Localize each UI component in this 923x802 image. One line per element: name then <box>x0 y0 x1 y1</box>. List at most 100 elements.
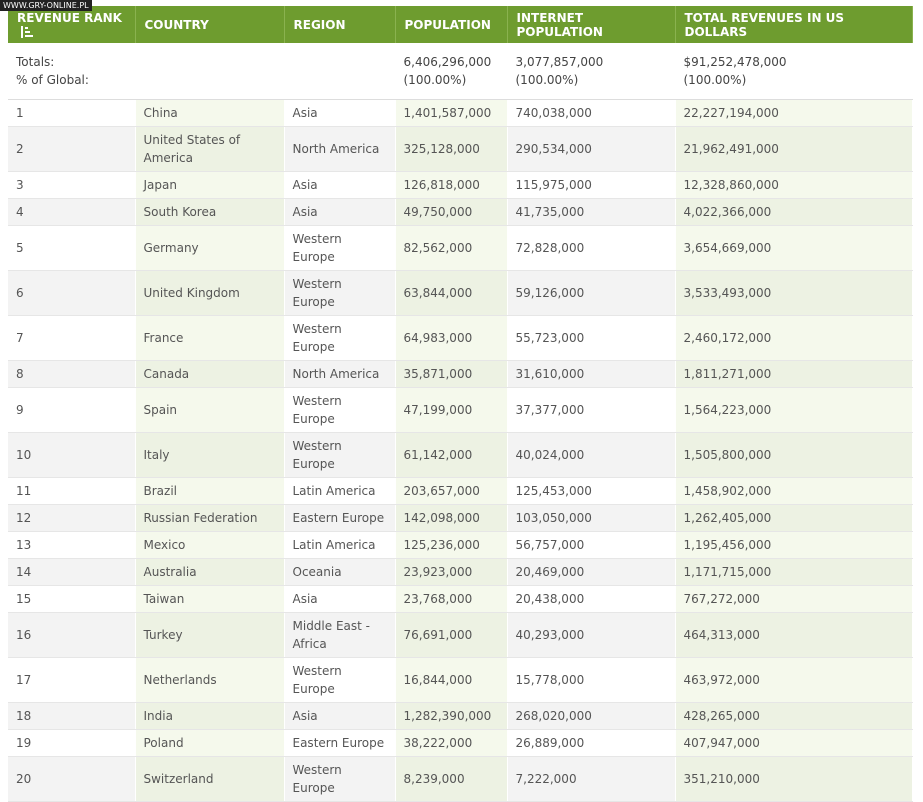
column-header[interactable]: POPULATION <box>395 6 508 43</box>
table-cell: Australia <box>135 558 285 586</box>
table-row: 20 Switzerland Western Europe 8,239,000 7,22… <box>8 756 913 802</box>
table-row: 4 South Korea Asia 49,750,000 41,735,000 4,02… <box>8 198 913 226</box>
table-cell: 126,818,000 <box>395 171 508 199</box>
table-cell: 290,534,000 <box>507 126 676 172</box>
table-cell: 72,828,000 <box>507 225 676 271</box>
table-row: 16 Turkey Middle East - Africa 76,691,000 40… <box>8 612 913 658</box>
column-header[interactable]: TOTAL REVENUES IN US DOLLARS <box>675 6 913 43</box>
table-cell: 203,657,000 <box>395 477 508 505</box>
table-cell: 26,889,000 <box>507 729 676 757</box>
table-cell: 1 <box>8 99 136 127</box>
table-cell: 56,757,000 <box>507 531 676 559</box>
sort-icon[interactable] <box>21 25 33 39</box>
table-cell: 115,975,000 <box>507 171 676 199</box>
column-header[interactable]: REVENUE RANK <box>8 6 136 43</box>
total-value: 3,077,857,000 <box>515 55 604 69</box>
table-cell: Brazil <box>135 477 285 505</box>
table-cell: 82,562,000 <box>395 225 508 271</box>
header-label: INTERNET POPULATION <box>516 10 603 39</box>
table-cell: Western Europe <box>284 270 396 316</box>
table-cell: Western Europe <box>284 756 396 802</box>
table-row: 18 India Asia 1,282,390,000 268,020,000 428,2… <box>8 702 913 730</box>
table-cell: 7,222,000 <box>507 756 676 802</box>
table-cell: 740,038,000 <box>507 99 676 127</box>
table-cell: Oceania <box>284 558 396 586</box>
table-cell: 4,022,366,000 <box>675 198 913 226</box>
column-header[interactable]: INTERNET POPULATION <box>507 6 676 43</box>
table-cell: 463,972,000 <box>675 657 913 703</box>
total-percent: (100.00%) <box>515 73 579 87</box>
table-cell: 18 <box>8 702 136 730</box>
table-cell: 103,050,000 <box>507 504 676 532</box>
table-cell: 63,844,000 <box>395 270 508 316</box>
table-cell: 22,227,194,000 <box>675 99 913 127</box>
table-cell: 20,438,000 <box>507 585 676 613</box>
table-cell: 1,262,405,000 <box>675 504 913 532</box>
table-cell: 3 <box>8 171 136 199</box>
table-cell: Asia <box>284 702 396 730</box>
table-cell: Netherlands <box>135 657 285 703</box>
table-cell: Asia <box>284 99 396 127</box>
table-cell: Poland <box>135 729 285 757</box>
table-cell: 37,377,000 <box>507 387 676 433</box>
table-cell: 4 <box>8 198 136 226</box>
table-cell: 1,282,390,000 <box>395 702 508 730</box>
header-label: REGION <box>293 17 346 32</box>
table-cell: 61,142,000 <box>395 432 508 478</box>
table-cell: 351,210,000 <box>675 756 913 802</box>
table-cell: 767,272,000 <box>675 585 913 613</box>
column-header[interactable]: COUNTRY <box>135 6 285 43</box>
table-cell: 31,610,000 <box>507 360 676 388</box>
totals-cell: $91,252,478,000 (100.00%) <box>675 43 913 100</box>
total-value: 6,406,296,000 <box>403 55 492 69</box>
table-row: 8 Canada North America 35,871,000 31,610,000… <box>8 360 913 388</box>
header-label: TOTAL REVENUES IN US DOLLARS <box>684 10 845 39</box>
table-cell: 1,564,223,000 <box>675 387 913 433</box>
total-value: Totals: <box>16 55 55 69</box>
totals-cell: 6,406,296,000 (100.00%) <box>395 43 508 100</box>
table-cell: Eastern Europe <box>284 729 396 757</box>
table-cell: South Korea <box>135 198 285 226</box>
table-cell: 10 <box>8 432 136 478</box>
table-cell: 125,453,000 <box>507 477 676 505</box>
table-row: 6 United Kingdom Western Europe 63,844,000 5… <box>8 270 913 316</box>
table-cell: Germany <box>135 225 285 271</box>
table-cell: Spain <box>135 387 285 433</box>
table-cell: Turkey <box>135 612 285 658</box>
column-header[interactable]: REGION <box>284 6 396 43</box>
table-cell: Japan <box>135 171 285 199</box>
table-cell: 59,126,000 <box>507 270 676 316</box>
table-cell: 20 <box>8 756 136 802</box>
table-cell: Asia <box>284 171 396 199</box>
table-cell: 6 <box>8 270 136 316</box>
totals-label: Totals: % of Global: <box>8 43 396 100</box>
table-cell: 19 <box>8 729 136 757</box>
table-cell: 1,458,902,000 <box>675 477 913 505</box>
table-cell: 40,293,000 <box>507 612 676 658</box>
table-row: 3 Japan Asia 126,818,000 115,975,000 12,328,8… <box>8 171 913 199</box>
table-cell: 1,505,800,000 <box>675 432 913 478</box>
table-row: 10 Italy Western Europe 61,142,000 40,024,00… <box>8 432 913 478</box>
table-cell: Latin America <box>284 531 396 559</box>
table-cell: 3,533,493,000 <box>675 270 913 316</box>
table-cell: 47,199,000 <box>395 387 508 433</box>
totals-cell: 3,077,857,000 (100.00%) <box>507 43 676 100</box>
table-cell: North America <box>284 126 396 172</box>
header-label: COUNTRY <box>144 17 209 32</box>
table-cell: North America <box>284 360 396 388</box>
table-cell: 23,923,000 <box>395 558 508 586</box>
table-cell: 142,098,000 <box>395 504 508 532</box>
table-cell: 16,844,000 <box>395 657 508 703</box>
table-cell: 7 <box>8 315 136 361</box>
table-cell: 40,024,000 <box>507 432 676 478</box>
table-cell: 9 <box>8 387 136 433</box>
table-cell: 15 <box>8 585 136 613</box>
table-cell: 17 <box>8 657 136 703</box>
table-cell: India <box>135 702 285 730</box>
total-percent: (100.00%) <box>683 73 747 87</box>
table-row: 19 Poland Eastern Europe 38,222,000 26,889,0… <box>8 729 913 757</box>
table-cell: 1,195,456,000 <box>675 531 913 559</box>
table-cell: Western Europe <box>284 657 396 703</box>
table-cell: 268,020,000 <box>507 702 676 730</box>
